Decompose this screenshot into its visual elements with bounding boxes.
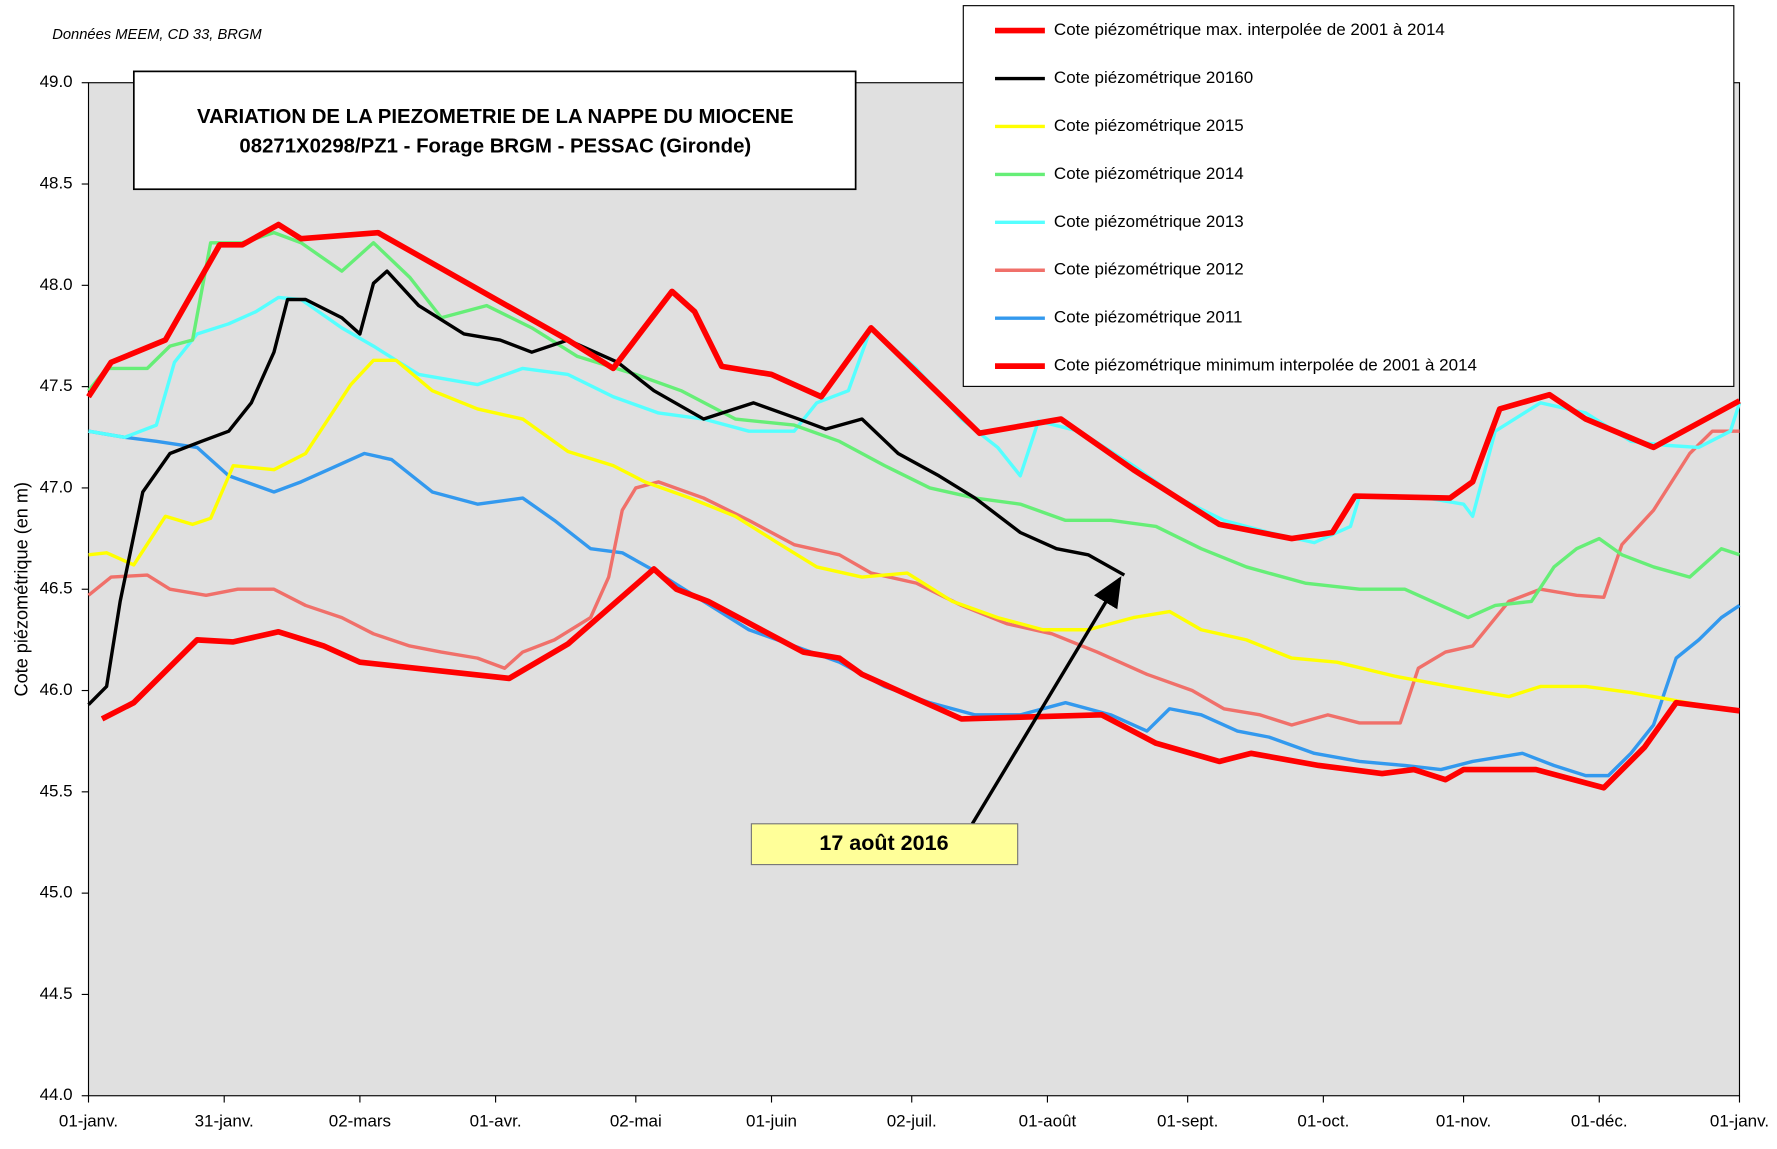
- x-tick-label: 01-août: [1019, 1111, 1077, 1130]
- legend-label: Cote piézométrique 2015: [1054, 116, 1244, 135]
- legend-label: Cote piézométrique 2011: [1054, 308, 1243, 327]
- y-tick-label: 49.0: [40, 72, 73, 91]
- series-line: [86, 221, 1741, 542]
- x-tick-label: 01-nov.: [1436, 1111, 1491, 1130]
- x-tick-label: 01-déc.: [1571, 1111, 1628, 1130]
- lines: [86, 221, 1742, 791]
- y-tick-label: 46.5: [40, 579, 73, 598]
- x-tick-label: 01-juin: [746, 1111, 797, 1130]
- annotation-box: [750, 823, 1019, 866]
- legend: Cote piézométrique 2011 Cote piézométriqu…: [995, 20, 1477, 375]
- legend-label: Cote piézométrique 2013: [1054, 212, 1244, 231]
- x-tick-label: 02-mai: [610, 1111, 662, 1130]
- x-tick-label: 31-janv.: [195, 1111, 254, 1130]
- y-tick-label: 47.5: [40, 376, 73, 395]
- series-line: [88, 429, 1741, 778]
- legend-box: [962, 5, 1735, 387]
- y-axis-label: Cote piézométrique (en m): [12, 482, 32, 697]
- x-tick-label: 01-sept.: [1157, 1111, 1218, 1130]
- y-tick-label: 45.0: [40, 883, 73, 902]
- annotation: 17 août 2016: [819, 831, 948, 855]
- y-tick-label: 44.0: [40, 1085, 73, 1104]
- x-tick-label: 02-mars: [329, 1111, 391, 1130]
- legend-label: Cote piézométrique max. interpolée de 20…: [1054, 20, 1445, 39]
- x-tick-label: 02-juil.: [887, 1111, 937, 1130]
- y-tick-label: 48.0: [40, 275, 73, 294]
- legend-label: Cote piézométrique 2012: [1054, 260, 1244, 279]
- series-line: [100, 566, 1740, 791]
- chart-subtitle: 08271X0298/PZ1 - Forage BRGM - PESSAC (G…: [239, 136, 751, 158]
- title-box: [132, 70, 857, 191]
- series-line: [87, 269, 1126, 706]
- series-line: [87, 429, 1740, 727]
- x-tick-label: 01-avr.: [470, 1111, 522, 1130]
- y-tick-label: 45.5: [40, 781, 73, 800]
- x-tick-label: 01-janv.: [59, 1111, 118, 1130]
- y-tick-label: 44.5: [40, 984, 73, 1003]
- x-tick-label: 01-janv.: [1710, 1111, 1769, 1130]
- annotation-arrow: [970, 576, 1122, 825]
- x-tick-label: 01-oct.: [1297, 1111, 1349, 1130]
- y-tick-label: 47.0: [40, 477, 73, 496]
- legend-label: Cote piézométrique 20160: [1054, 68, 1253, 87]
- series-line: [88, 358, 1722, 711]
- source-note: Données MEEM, CD 33, BRGM: [52, 27, 262, 43]
- y-tick-label: 48.5: [40, 174, 73, 193]
- series-line: [87, 230, 1741, 620]
- legend-label: Cote piézométrique 2014: [1054, 164, 1244, 183]
- legend-label: Cote piézométrique minimum interpolée de…: [1054, 356, 1477, 375]
- chart-title: VARIATION DE LA PIEZOMETRIE DE LA NAPPE …: [197, 106, 794, 128]
- y-tick-label: 46.0: [40, 680, 73, 699]
